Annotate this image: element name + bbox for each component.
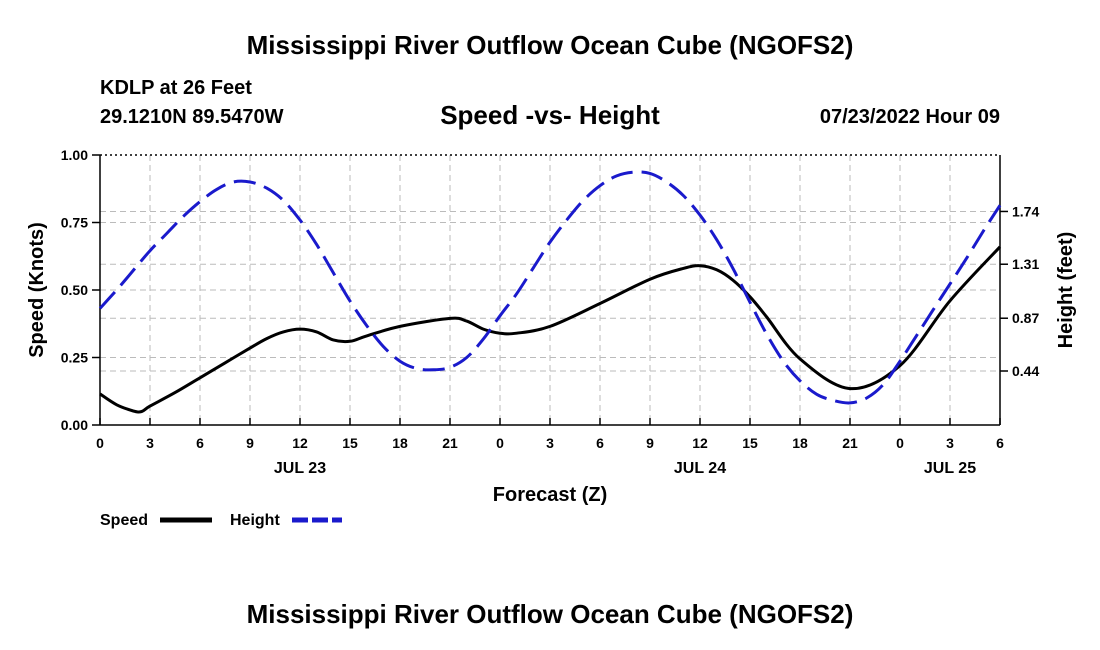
legend: Speed Height [100, 512, 342, 529]
x-tick-label: 3 [146, 435, 154, 451]
date-label: JUL 24 [674, 460, 726, 477]
y2-tick-label: 1.31 [1012, 256, 1039, 272]
x-tick-label: 6 [996, 435, 1004, 451]
y2-tick-label: 0.44 [1012, 363, 1039, 379]
y-tick-label: 0.00 [61, 417, 88, 433]
date-label: JUL 25 [924, 460, 976, 477]
x-tick-label: 3 [946, 435, 954, 451]
station-label: KDLP at 26 Feet [100, 77, 252, 99]
y-axis-title: Speed (Knots) [26, 222, 48, 358]
footer-title: Mississippi River Outflow Ocean Cube (NG… [246, 599, 854, 629]
x-tick-label: 6 [596, 435, 604, 451]
x-tick-label: 0 [496, 435, 504, 451]
x-tick-label: 6 [196, 435, 204, 451]
y2-tick-label: 1.74 [1012, 203, 1039, 219]
x-tick-label: 12 [292, 435, 308, 451]
legend-height-label: Height [230, 512, 280, 529]
x-tick-label: 18 [792, 435, 808, 451]
x-tick-label: 0 [896, 435, 904, 451]
y-tick-label: 0.50 [61, 282, 88, 298]
y-tick-label: 0.25 [61, 350, 88, 366]
grid-layer [100, 155, 1000, 425]
x-tick-label: 0 [96, 435, 104, 451]
legend-speed-label: Speed [100, 512, 148, 529]
x-axis-title: Forecast (Z) [493, 484, 607, 506]
x-tick-label: 9 [246, 435, 254, 451]
x-tick-label: 21 [442, 435, 458, 451]
x-tick-label: 9 [646, 435, 654, 451]
series-layer [98, 170, 1002, 414]
y-tick-label: 1.00 [61, 147, 88, 163]
x-tick-label: 15 [742, 435, 758, 451]
chart-subtitle: Speed -vs- Height [440, 100, 660, 130]
x-tick-label: 18 [392, 435, 408, 451]
x-tick-label: 3 [546, 435, 554, 451]
chart-title: Mississippi River Outflow Ocean Cube (NG… [246, 30, 854, 60]
series-line-speed [99, 245, 1002, 414]
axis-layer: 0 3 6 9 12 15 18 21 0 3 6 9 12 15 18 21 0 3 6 JUL 23 JUL 24 J… [61, 147, 1040, 477]
x-tick-label: 21 [842, 435, 858, 451]
series-line-height [98, 170, 1002, 405]
forecast-datetime: 07/23/2022 Hour 09 [819, 106, 1000, 128]
y2-tick-label: 0.87 [1012, 310, 1039, 326]
x-tick-label: 15 [342, 435, 358, 451]
y2-axis-title: Height (feet) [1055, 232, 1077, 349]
date-label: JUL 23 [274, 460, 326, 477]
x-tick-label: 12 [692, 435, 708, 451]
y-tick-label: 0.75 [61, 215, 88, 231]
station-coordinates: 29.1210N 89.5470W [100, 106, 284, 128]
